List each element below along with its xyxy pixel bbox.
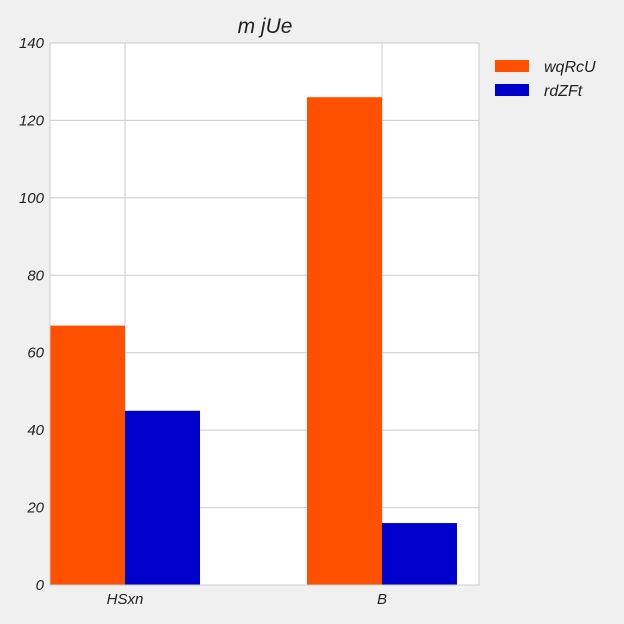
y-tick-label: 0 [36,577,45,594]
legend: wqRcU rdZFt [495,59,596,100]
chart-title: m jUe [238,15,293,38]
x-tick-label: HSxn [107,591,144,608]
y-tick-label: 120 [19,112,45,129]
y-tick-label: 140 [19,35,45,52]
bar-wqRcU-HSxn [50,325,125,585]
bar-rdZFt-B [382,523,457,585]
plot-frame [49,42,480,586]
legend-swatch-rdZFt [495,84,529,96]
legend-swatch-wqRcU [495,60,529,72]
y-tick-label: 20 [26,500,44,517]
legend-label-rdZFt: rdZFt [544,83,583,100]
y-tick-label: 40 [27,422,44,439]
y-tick-label: 100 [19,190,45,207]
y-axis-tick-labels: 0 20 40 60 80 100 120 140 [19,35,45,594]
bar-wqRcU-B [307,97,382,585]
bar-rdZFt-HSxn [125,410,200,585]
y-tick-label: 60 [27,345,44,362]
x-tick-label: B [377,591,387,608]
bars [50,97,457,585]
x-axis-tick-labels: HSxn B [107,591,387,608]
legend-label-wqRcU: wqRcU [544,59,596,76]
y-tick-label: 80 [27,267,44,284]
